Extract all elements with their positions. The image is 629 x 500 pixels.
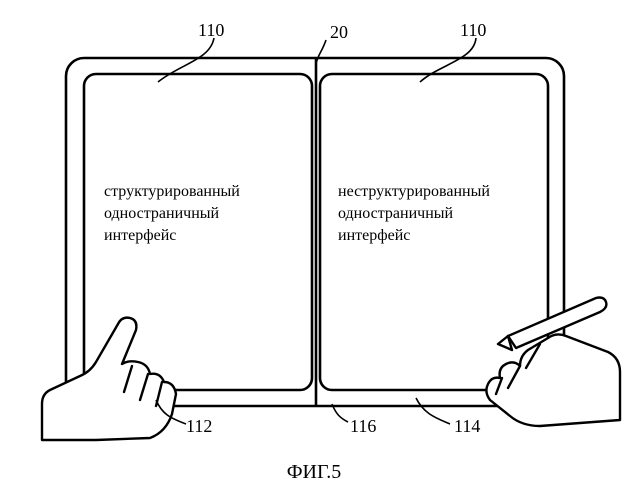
callout-20: 20: [330, 22, 348, 42]
callout-114: 114: [454, 416, 480, 436]
figure-5-diagram: структурированный одностраничный интерфе…: [0, 0, 629, 500]
callout-112: 112: [186, 416, 212, 436]
callout-110-left: 110: [198, 20, 224, 40]
callout-110-right: 110: [460, 20, 486, 40]
figure-caption: ФИГ.5: [287, 461, 342, 483]
callout-116: 116: [350, 416, 376, 436]
